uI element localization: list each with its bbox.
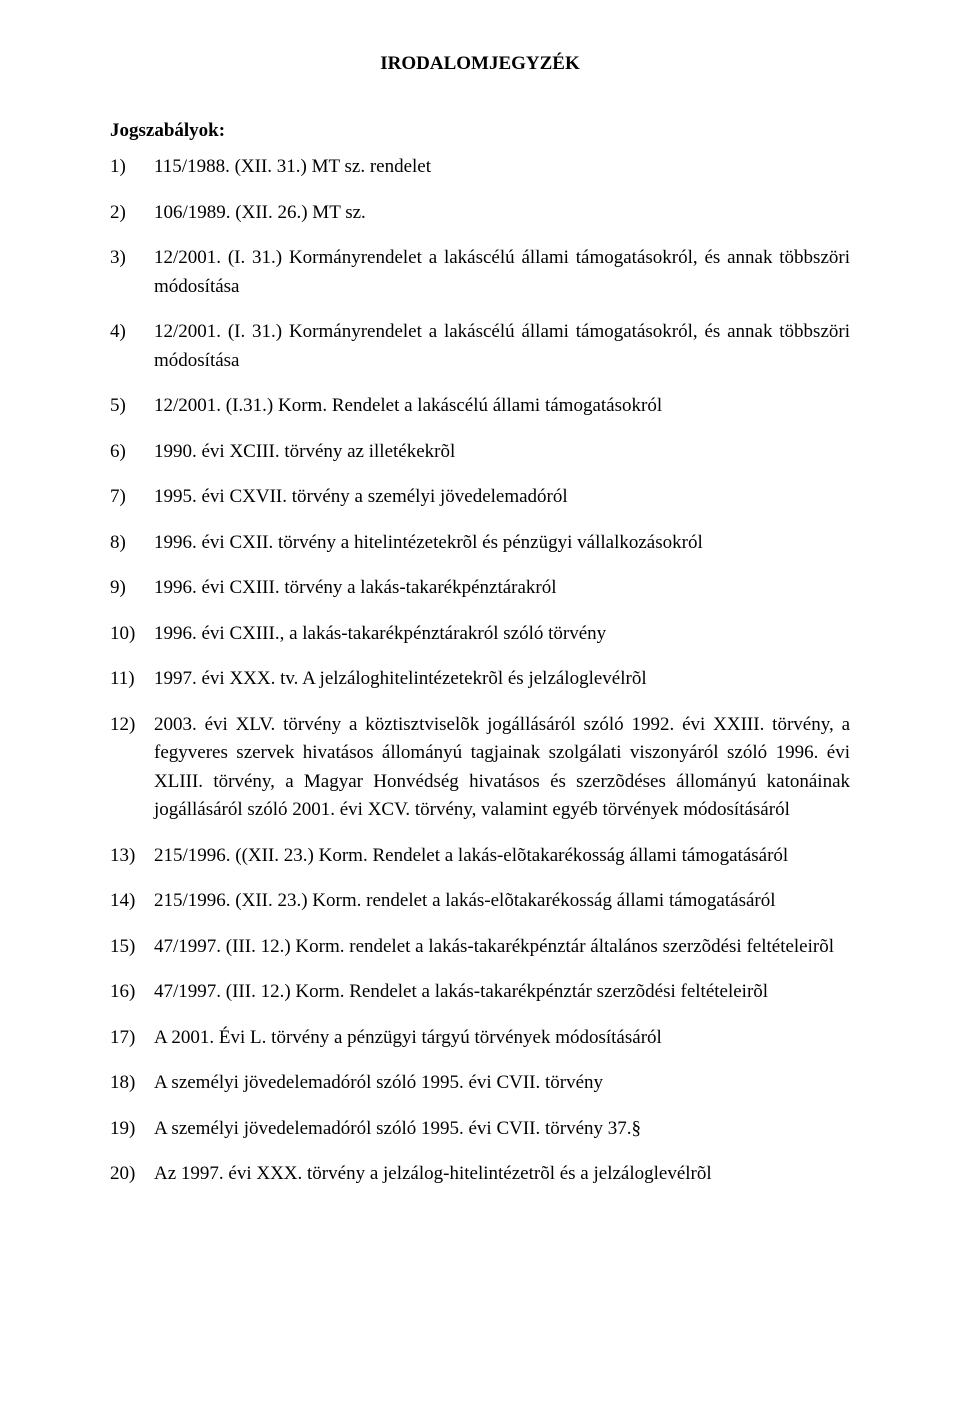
list-item-number: 16): [110, 978, 154, 1007]
list-item: 2)106/1989. (XII. 26.) MT sz.: [110, 199, 850, 228]
list-item: 12)2003. évi XLV. törvény a köztisztvise…: [110, 711, 850, 825]
list-item-text: 1990. évi XCIII. törvény az illetékekrõl: [154, 438, 850, 467]
list-item-text: 12/2001. (I. 31.) Kormányrendelet a laká…: [154, 244, 850, 301]
list-item-number: 2): [110, 199, 154, 228]
list-item: 20)Az 1997. évi XXX. törvény a jelzálog-…: [110, 1160, 850, 1189]
list-item: 1)115/1988. (XII. 31.) MT sz. rendelet: [110, 153, 850, 182]
list-item-text: 2003. évi XLV. törvény a köztisztviselõk…: [154, 711, 850, 825]
list-item: 6)1990. évi XCIII. törvény az illetékekr…: [110, 438, 850, 467]
list-item-text: 1997. évi XXX. tv. A jelzáloghitelintéze…: [154, 665, 850, 694]
list-item-text: 115/1988. (XII. 31.) MT sz. rendelet: [154, 153, 850, 182]
reference-list: 1)115/1988. (XII. 31.) MT sz. rendelet2)…: [110, 153, 850, 1189]
list-item-number: 17): [110, 1024, 154, 1053]
list-item-text: Az 1997. évi XXX. törvény a jelzálog-hit…: [154, 1160, 850, 1189]
list-item: 10)1996. évi CXIII., a lakás-takarékpénz…: [110, 620, 850, 649]
list-item-number: 6): [110, 438, 154, 467]
document-page: IRODALOMJEGYZÉK Jogszabályok: 1)115/1988…: [0, 0, 960, 1402]
list-item: 9)1996. évi CXIII. törvény a lakás-takar…: [110, 574, 850, 603]
list-item-text: 106/1989. (XII. 26.) MT sz.: [154, 199, 850, 228]
list-item-text: 12/2001. (I. 31.) Kormányrendelet a laká…: [154, 318, 850, 375]
list-item: 14)215/1996. (XII. 23.) Korm. rendelet a…: [110, 887, 850, 916]
list-item: 17)A 2001. Évi L. törvény a pénzügyi tár…: [110, 1024, 850, 1053]
list-item-number: 4): [110, 318, 154, 347]
list-item-number: 8): [110, 529, 154, 558]
page-title: IRODALOMJEGYZÉK: [110, 50, 850, 79]
list-item: 4)12/2001. (I. 31.) Kormányrendelet a la…: [110, 318, 850, 375]
list-item-text: 1996. évi CXIII. törvény a lakás-takarék…: [154, 574, 850, 603]
list-item-text: A személyi jövedelemadóról szóló 1995. é…: [154, 1115, 850, 1144]
list-item: 18)A személyi jövedelemadóról szóló 1995…: [110, 1069, 850, 1098]
list-item-number: 10): [110, 620, 154, 649]
list-item-text: A személyi jövedelemadóról szóló 1995. é…: [154, 1069, 850, 1098]
list-item: 8)1996. évi CXII. törvény a hitelintézet…: [110, 529, 850, 558]
list-item-number: 5): [110, 392, 154, 421]
list-item: 11)1997. évi XXX. tv. A jelzáloghitelint…: [110, 665, 850, 694]
list-item-text: 12/2001. (I.31.) Korm. Rendelet a lakásc…: [154, 392, 850, 421]
list-item-number: 7): [110, 483, 154, 512]
list-item-text: 215/1996. ((XII. 23.) Korm. Rendelet a l…: [154, 842, 850, 871]
list-item-number: 3): [110, 244, 154, 273]
section-label: Jogszabályok:: [110, 117, 850, 146]
list-item-text: 47/1997. (III. 12.) Korm. Rendelet a lak…: [154, 978, 850, 1007]
list-item: 3)12/2001. (I. 31.) Kormányrendelet a la…: [110, 244, 850, 301]
list-item: 13)215/1996. ((XII. 23.) Korm. Rendelet …: [110, 842, 850, 871]
list-item-number: 12): [110, 711, 154, 740]
list-item: 15)47/1997. (III. 12.) Korm. rendelet a …: [110, 933, 850, 962]
list-item: 19)A személyi jövedelemadóról szóló 1995…: [110, 1115, 850, 1144]
list-item-text: 1996. évi CXII. törvény a hitelintézetek…: [154, 529, 850, 558]
list-item-number: 1): [110, 153, 154, 182]
list-item-number: 19): [110, 1115, 154, 1144]
list-item-text: 215/1996. (XII. 23.) Korm. rendelet a la…: [154, 887, 850, 916]
list-item: 7)1995. évi CXVII. törvény a személyi jö…: [110, 483, 850, 512]
list-item-number: 14): [110, 887, 154, 916]
list-item-text: 47/1997. (III. 12.) Korm. rendelet a lak…: [154, 933, 850, 962]
list-item: 16)47/1997. (III. 12.) Korm. Rendelet a …: [110, 978, 850, 1007]
list-item-number: 15): [110, 933, 154, 962]
list-item-text: A 2001. Évi L. törvény a pénzügyi tárgyú…: [154, 1024, 850, 1053]
list-item-number: 9): [110, 574, 154, 603]
list-item-number: 18): [110, 1069, 154, 1098]
list-item: 5)12/2001. (I.31.) Korm. Rendelet a laká…: [110, 392, 850, 421]
list-item-text: 1996. évi CXIII., a lakás-takarékpénztár…: [154, 620, 850, 649]
list-item-number: 20): [110, 1160, 154, 1189]
list-item-number: 11): [110, 665, 154, 694]
list-item-text: 1995. évi CXVII. törvény a személyi jöve…: [154, 483, 850, 512]
list-item-number: 13): [110, 842, 154, 871]
